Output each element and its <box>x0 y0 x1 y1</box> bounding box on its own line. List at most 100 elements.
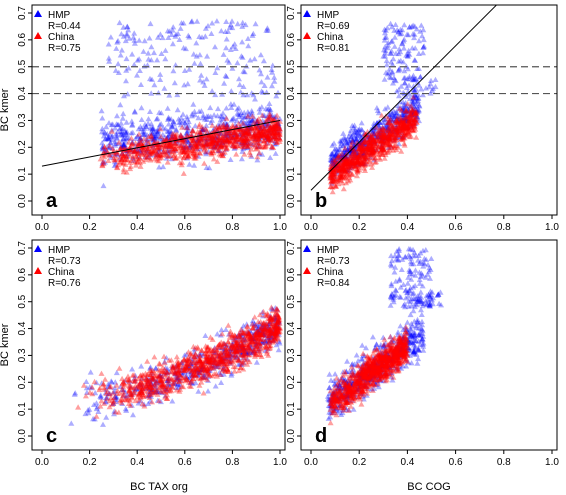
data-point <box>197 60 204 66</box>
data-point <box>325 402 332 408</box>
data-point <box>147 157 154 163</box>
data-point <box>197 136 204 142</box>
data-point <box>180 139 187 145</box>
data-point <box>347 130 354 136</box>
data-point <box>200 112 207 118</box>
data-point <box>147 378 154 384</box>
data-point <box>231 354 238 361</box>
data-point <box>139 372 146 378</box>
data-point <box>357 140 364 147</box>
data-point <box>256 352 262 358</box>
data-point <box>329 171 336 177</box>
data-point <box>413 115 420 122</box>
data-point <box>387 112 394 118</box>
data-point <box>252 338 259 344</box>
data-point <box>368 142 375 148</box>
data-point <box>164 140 171 146</box>
data-point <box>190 137 197 143</box>
legend-marker <box>303 32 311 39</box>
data-point <box>209 353 216 359</box>
data-point <box>209 122 216 128</box>
data-point <box>120 392 127 398</box>
data-point <box>221 80 228 86</box>
data-point <box>227 348 234 354</box>
data-point <box>381 142 388 148</box>
data-point <box>408 124 415 130</box>
data-point <box>173 354 180 360</box>
data-point <box>171 140 178 146</box>
data-point <box>137 391 143 397</box>
data-point <box>219 135 226 141</box>
data-point <box>232 144 239 150</box>
data-point <box>244 344 251 350</box>
data-point <box>235 331 242 337</box>
data-point <box>144 388 151 394</box>
data-point <box>382 30 388 36</box>
data-point <box>263 320 270 327</box>
data-point <box>124 392 131 398</box>
data-point <box>387 357 394 364</box>
x-tick-label: 0.8 <box>225 457 239 468</box>
data-point <box>260 313 266 319</box>
data-point <box>375 132 382 138</box>
data-point <box>180 383 187 390</box>
data-point <box>102 398 109 404</box>
data-point <box>163 387 170 393</box>
data-point <box>106 152 113 158</box>
data-point <box>256 344 263 350</box>
data-point <box>240 322 247 329</box>
data-point <box>208 355 215 361</box>
data-point <box>131 372 137 378</box>
data-point <box>334 163 341 169</box>
data-point <box>135 146 142 152</box>
data-point <box>235 133 242 139</box>
data-point <box>235 347 242 354</box>
data-point <box>266 342 272 348</box>
data-point <box>324 393 331 399</box>
data-point <box>220 110 226 116</box>
data-point <box>150 144 157 150</box>
data-point <box>110 389 117 395</box>
data-point <box>216 137 223 143</box>
data-point <box>266 339 273 345</box>
data-point <box>207 334 214 340</box>
data-point <box>265 127 272 133</box>
data-point <box>387 138 394 144</box>
data-point <box>208 119 214 125</box>
data-point <box>221 143 228 149</box>
data-point <box>222 354 229 360</box>
data-point <box>400 111 407 118</box>
data-point <box>216 341 223 347</box>
data-point <box>139 150 146 157</box>
data-point <box>330 167 337 173</box>
data-point <box>168 139 175 145</box>
data-point <box>219 343 226 349</box>
data-point <box>367 154 374 160</box>
data-point <box>203 148 210 155</box>
data-point <box>189 113 195 119</box>
data-point <box>181 120 188 126</box>
data-point <box>367 147 374 153</box>
data-point <box>272 318 279 324</box>
data-point <box>253 332 260 338</box>
data-point <box>371 150 378 156</box>
data-point <box>396 125 403 131</box>
data-point <box>187 350 194 356</box>
data-point <box>137 140 144 146</box>
data-point <box>215 140 222 146</box>
data-point <box>367 145 374 151</box>
data-point <box>375 131 382 137</box>
data-point <box>178 161 185 168</box>
data-point <box>219 367 226 373</box>
data-point <box>382 136 389 142</box>
data-point <box>344 167 351 174</box>
data-point <box>340 135 347 141</box>
data-point <box>147 150 154 156</box>
data-point <box>238 155 245 162</box>
data-point <box>249 120 256 126</box>
data-point <box>154 372 161 378</box>
data-point <box>335 180 342 187</box>
data-point <box>153 388 160 395</box>
data-point <box>394 125 400 131</box>
data-point <box>112 142 119 148</box>
